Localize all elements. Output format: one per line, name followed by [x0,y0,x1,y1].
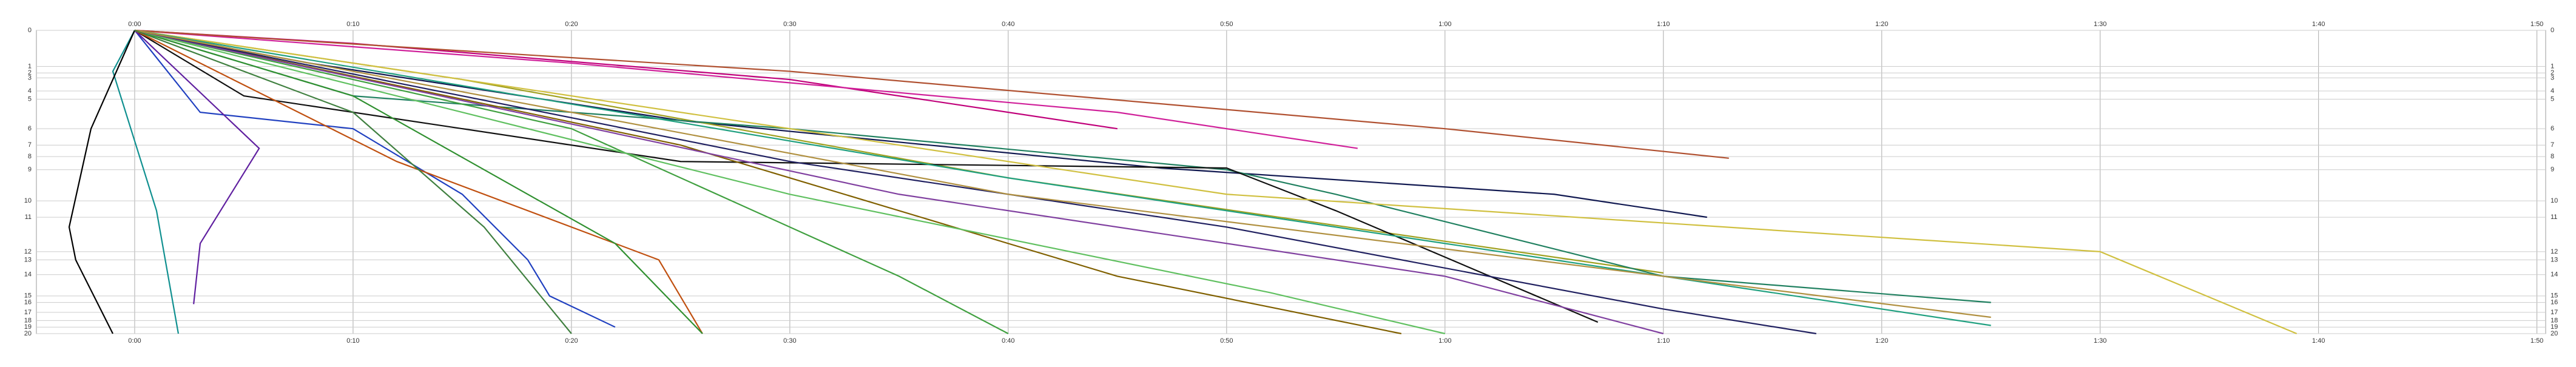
x-tick-label: 0:50 [1220,337,1233,345]
train-line [134,30,1599,323]
y-tick-label: 9 [2551,166,2554,173]
y-tick-label: 16 [2551,299,2558,306]
y-tick-label: 20 [24,330,32,337]
y-tick-label: 10 [24,197,32,204]
y-tick-label: 3 [2551,74,2554,81]
y-tick-label: 11 [2551,214,2557,221]
train-line [134,29,1358,149]
y-tick-label: 6 [28,125,32,132]
x-tick-label: 0:00 [128,337,141,345]
x-tick-label: 0:20 [565,337,578,345]
y-tick-label: 19 [2551,323,2558,331]
y-tick-label: 4 [28,87,32,95]
train-line [134,29,703,334]
x-tick-label: 1:20 [1875,21,1888,28]
y-tick-label: 5 [2551,95,2554,103]
y-tick-label: 13 [24,256,32,263]
y-tick-label: 5 [28,95,32,103]
train-line [134,29,1991,318]
y-tick-label: 3 [28,74,32,81]
y-tick-label: 18 [2551,317,2558,324]
y-tick-label: 16 [24,299,32,306]
y-tick-label: 6 [2551,125,2554,132]
x-tick-label: 0:30 [783,21,796,28]
x-tick-label: 0:30 [783,337,796,345]
train-line [134,29,1991,326]
train-line [134,29,572,334]
train-line [112,30,180,334]
train-line [134,29,1401,335]
y-tick-label: 7 [28,141,32,149]
y-tick-label: 17 [2551,309,2558,316]
x-tick-label: 0:20 [565,21,578,28]
y-tick-label: 2 [28,69,32,76]
train-line [134,29,1446,335]
x-tick-label: 0:00 [128,21,141,28]
train-line [134,29,1729,159]
x-tick-label: 1:50 [2530,21,2543,28]
x-tick-label: 0:40 [1002,337,1014,345]
y-tick-label: 0 [28,27,32,34]
train-line [134,30,616,328]
y-tick-label: 11 [25,214,32,221]
y-tick-label: 15 [24,292,32,300]
y-tick-label: 12 [24,248,32,255]
y-tick-label: 14 [2551,271,2558,278]
y-tick-label: 13 [2551,256,2558,263]
train-line [68,30,135,334]
y-tick-label: 19 [24,323,32,331]
train-line [134,29,1664,335]
y-tick-label: 8 [2551,153,2554,160]
y-tick-label: 17 [24,309,32,316]
y-tick-label: 8 [28,153,32,160]
y-tick-label: 20 [2551,330,2558,337]
x-tick-label: 1:10 [1657,21,1670,28]
train-line [134,30,260,305]
train-line [134,30,703,334]
x-tick-label: 1:00 [1438,21,1451,28]
train-line [134,29,1664,274]
x-tick-label: 0:10 [346,337,359,345]
x-tick-label: 1:20 [1875,337,1888,345]
y-tick-label: 0 [2551,27,2554,34]
y-tick-label: 18 [24,317,32,324]
x-tick-label: 1:50 [2530,337,2543,345]
x-tick-label: 1:00 [1438,337,1451,345]
y-tick-label: 2 [2551,69,2554,76]
x-tick-label: 1:30 [2094,21,2106,28]
train-line [134,29,2298,335]
x-tick-label: 1:40 [2312,337,2325,345]
y-tick-label: 7 [2551,141,2554,149]
y-tick-label: 4 [2551,87,2554,95]
train-line [134,29,1707,218]
y-tick-label: 12 [2551,248,2558,255]
train-line [134,29,1009,334]
x-tick-label: 1:30 [2094,337,2106,345]
y-tick-label: 14 [24,271,32,278]
y-tick-label: 10 [2551,197,2558,204]
y-tick-label: 15 [2551,292,2558,300]
x-tick-label: 1:40 [2312,21,2325,28]
x-tick-label: 0:50 [1220,21,1233,28]
x-tick-label: 1:10 [1657,337,1670,345]
train-line [134,29,1816,335]
y-tick-label: 1 [2551,62,2554,70]
y-tick-label: 1 [28,62,32,70]
plot-frame [36,30,2546,334]
x-tick-label: 0:10 [346,21,359,28]
y-tick-label: 9 [28,166,32,173]
x-tick-label: 0:40 [1002,21,1014,28]
